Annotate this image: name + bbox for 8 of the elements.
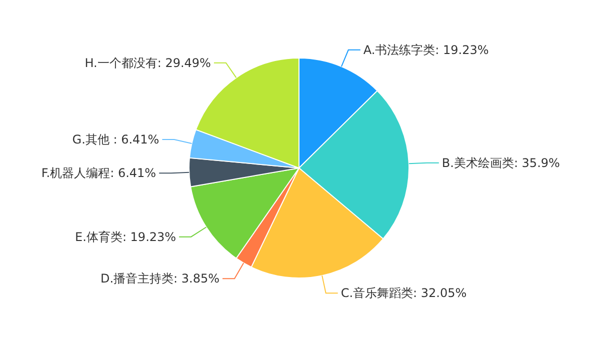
slice-label: G.其他 : 6.41% xyxy=(72,132,160,147)
slice-label: H.一个都没有: 29.49% xyxy=(84,56,211,70)
slice-label: D.播音主持类: 3.85% xyxy=(100,272,220,286)
slice-label: C.音乐舞蹈类: 32.05% xyxy=(340,286,467,300)
slice-label: B.美术绘画类: 35.9% xyxy=(442,156,560,170)
slice-label: E.体育类: 19.23% xyxy=(75,230,176,244)
slice-label: A.书法练字类: 19.23% xyxy=(363,42,489,57)
slice-label: F.机器人编程: 6.41% xyxy=(41,166,156,180)
